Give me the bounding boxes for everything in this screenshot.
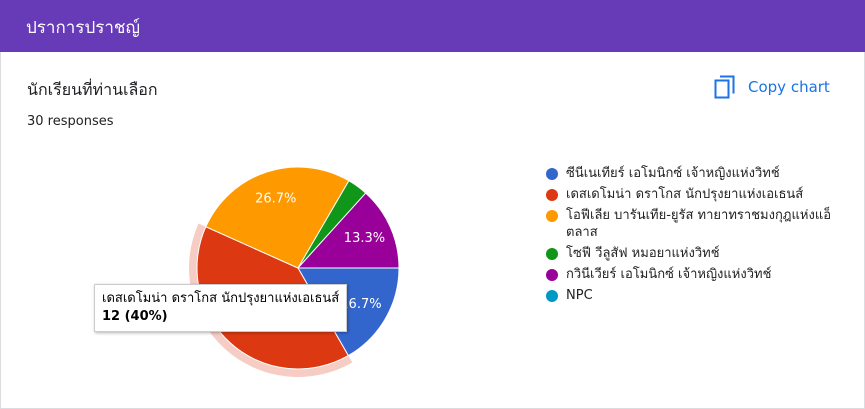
legend-label: โอฟีเลีย บารันเทีย-ยูรัส ทายาทราชมงกุฎแห… — [566, 208, 832, 240]
legend-item: ซีนีเนเทียร์ เอโมนิกซ์ เจ้าหญิงแห่งวิทช์ — [546, 165, 836, 182]
copy-chart-label[interactable]: Copy chart — [748, 78, 830, 96]
card — [0, 52, 865, 409]
slice — [205, 166, 350, 269]
legend-label: กวินีเวียร์ เอโมนิกซ์ เจ้าหญิงแห่งวิทช์ — [566, 267, 772, 282]
legend-swatch — [546, 168, 558, 180]
legend-label: NPC — [566, 288, 593, 303]
copy-chart-button[interactable]: Copy chart — [714, 75, 830, 99]
slice-label: 13.3% — [344, 231, 385, 246]
response-count: 30 responses — [27, 114, 114, 129]
tooltip: เดสเดโมน่า ดราโกส นักปรุงยาแห่งเอเธนส์ 1… — [94, 284, 348, 332]
legend-label: เดสเดโมน่า ดราโกส นักปรุงยาแห่งเอเธนส์ — [566, 187, 804, 202]
slice — [296, 192, 400, 269]
legend-item: เดสเดโมน่า ดราโกส นักปรุงยาแห่งเอเธนส์ — [546, 186, 836, 203]
slice-label: 26.7% — [255, 191, 296, 206]
header: ปราการปราชญ์ — [0, 0, 865, 52]
legend-swatch — [546, 248, 558, 260]
legend-item: NPC — [546, 287, 836, 304]
slice-label: 16.7% — [340, 297, 381, 312]
chart-title: นักเรียนที่ท่านเลือก — [27, 80, 158, 99]
legend-swatch — [546, 210, 558, 222]
legend-item: กวินีเวียร์ เอโมนิกซ์ เจ้าหญิงแห่งวิทช์ — [546, 266, 836, 283]
legend-swatch — [546, 290, 558, 302]
legend-item: โซฟี วีลูสัฟ หมอยาแห่งวิทช์ — [546, 245, 836, 262]
copy-icon — [714, 75, 735, 99]
tooltip-category: เดสเดโมน่า ดราโกส นักปรุงยาแห่งเอเธนส์ — [102, 291, 340, 306]
legend: ซีนีเนเทียร์ เอโมนิกซ์ เจ้าหญิงแห่งวิทช์… — [546, 165, 836, 308]
tooltip-value: 12 (40%) — [102, 309, 168, 324]
legend-swatch — [546, 269, 558, 281]
legend-label: โซฟี วีลูสัฟ หมอยาแห่งวิทช์ — [566, 246, 720, 261]
legend-swatch — [546, 189, 558, 201]
legend-label: ซีนีเนเทียร์ เอโมนิกซ์ เจ้าหญิงแห่งวิทช์ — [566, 166, 780, 181]
legend-item: โอฟีเลีย บารันเทีย-ยูรัส ทายาทราชมงกุฎแห… — [546, 207, 836, 241]
